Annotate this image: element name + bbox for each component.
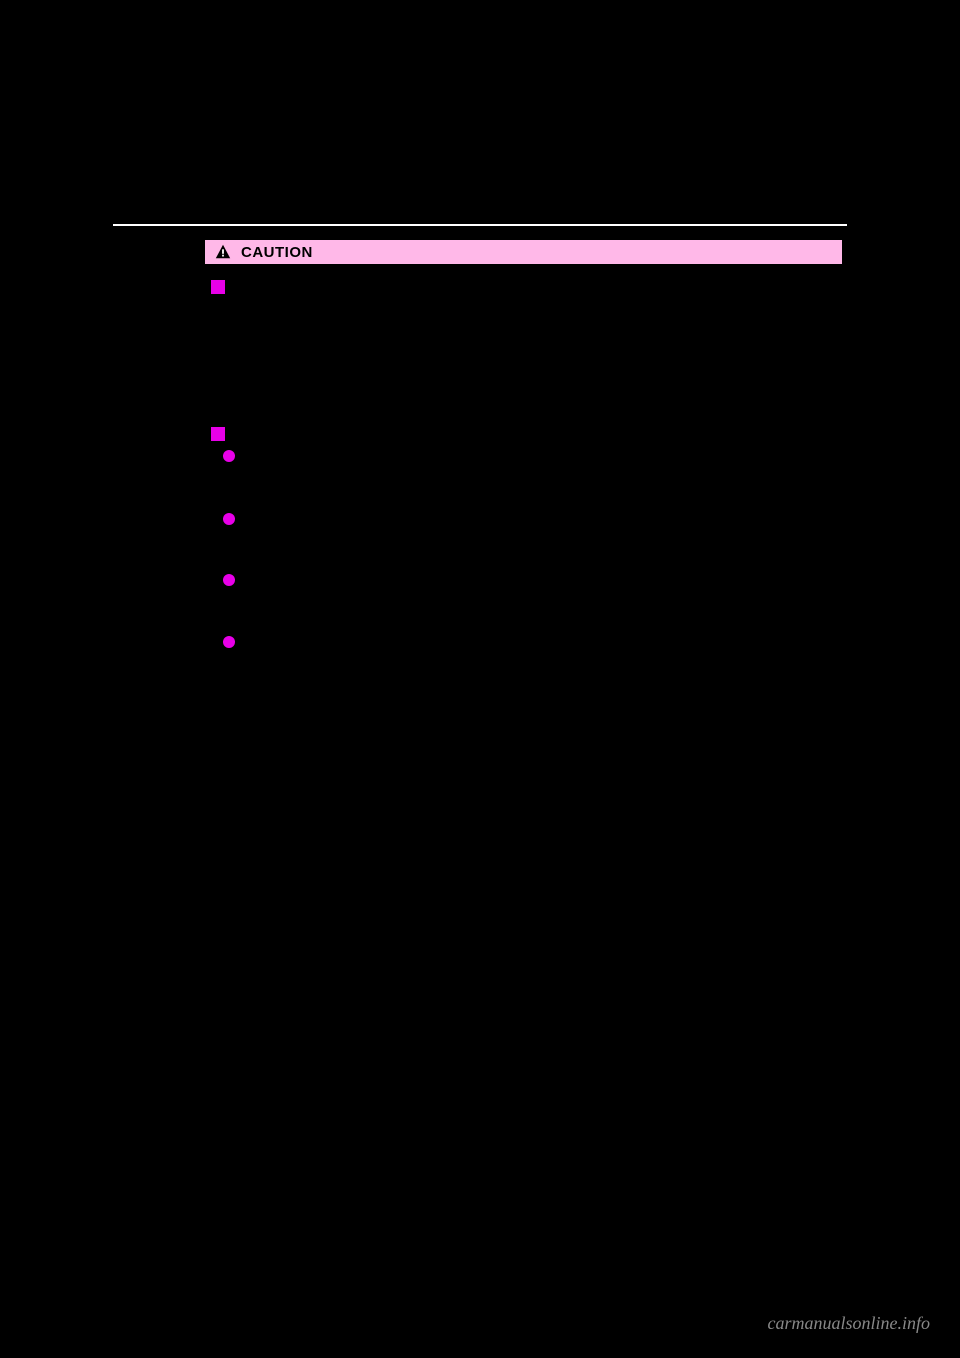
watermark-text: carmanualsonline.info [768, 1313, 931, 1334]
list-bullet-icon [223, 450, 235, 462]
caution-label: CAUTION [241, 244, 313, 261]
warning-triangle-icon [213, 242, 233, 262]
list-bullet-icon [223, 513, 235, 525]
list-bullet-icon [223, 574, 235, 586]
caution-banner: CAUTION [204, 239, 843, 265]
section-marker-square [211, 427, 225, 441]
section-marker-square [211, 280, 225, 294]
list-bullet-icon [223, 636, 235, 648]
page-container: CAUTION carmanualsonline.info [0, 0, 960, 1358]
horizontal-divider [113, 224, 847, 226]
